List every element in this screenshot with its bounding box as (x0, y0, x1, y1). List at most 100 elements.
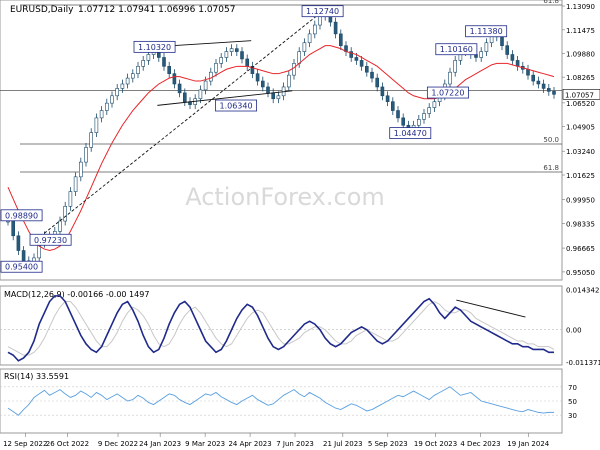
main-annotations: 1.12740 1.10320 1.11380 1.10160 1.06340 1.072… (0, 5, 508, 273)
candle-body (302, 42, 307, 52)
annotation-label-1: 1.10320 (138, 43, 171, 52)
candle-body (260, 80, 265, 88)
price-tick-label: 1.06520 (566, 100, 595, 108)
rsi-axis: 70 50 30 (568, 384, 577, 420)
annotation-box-4 (215, 99, 257, 112)
candle-body (235, 48, 239, 52)
candle-body (99, 110, 104, 119)
candle-body (349, 51, 354, 58)
candle-body (183, 92, 187, 102)
rsi-tick-label: 50 (568, 398, 577, 406)
macd-panel: MACD(12,26,9) -0.00166 -0.00 1497 0.0143… (0, 285, 600, 367)
candle-body (307, 33, 312, 44)
candle-body (422, 113, 426, 120)
x-tick-label: 7 Jun 2023 (276, 440, 314, 448)
candle-body (250, 66, 255, 74)
price-tick-label: 1.11475 (566, 27, 595, 35)
x-tick-label: 19 Jan 2024 (507, 440, 550, 448)
annotation-box-2 (465, 25, 508, 38)
candle-body (453, 60, 458, 73)
macd-divergence-line (456, 299, 526, 318)
candle-body (531, 74, 536, 82)
annotation-box-7 (0, 209, 43, 222)
annotation-label-2: 1.11380 (470, 27, 503, 36)
annotation-label-7: 0.98890 (5, 211, 38, 220)
price-tick-label: 1.01625 (566, 172, 595, 180)
candle-body (63, 206, 68, 222)
annotation-label-3: 1.10160 (440, 45, 473, 54)
candle-body (338, 33, 343, 46)
x-tick-label: 12 Sep 2022 (3, 440, 47, 448)
ohlc-readout: 1.07712 1.07941 1.06996 1.07057 (78, 5, 235, 15)
x-tick-label: 24 Apr 2023 (228, 440, 271, 448)
annotation-label-4: 1.06340 (219, 102, 252, 111)
fib-label-1: 50.0 (543, 136, 559, 144)
main-panel-border (0, 0, 563, 281)
candle-body (380, 86, 385, 97)
main-grid: 61.8 50.0 61.8 (0, 0, 562, 173)
candle-body (271, 92, 276, 100)
candle-body (297, 51, 302, 64)
watermark: ActionForex.com (185, 183, 385, 211)
candle-body (510, 54, 515, 61)
candle-body (177, 83, 182, 94)
candle-body (385, 95, 390, 102)
candle-body (73, 176, 78, 192)
candle-body (203, 80, 208, 91)
candle-body (448, 71, 452, 85)
x-tick-label: 26 Oct 2022 (46, 440, 89, 448)
candle-body (416, 119, 421, 126)
rsi-series (7, 386, 554, 416)
macd-label: MACD(12,26,9) -0.00166 -0.00 1497 (4, 290, 149, 299)
macd-panel-border (0, 285, 563, 366)
price-tick-label: 0.99950 (566, 197, 595, 205)
candle-body (240, 51, 244, 60)
fib-label-2: 61.8 (543, 164, 559, 172)
rsi-line (7, 386, 554, 416)
price-tick-label: 0.95050 (566, 269, 595, 277)
rsi-grid (0, 386, 562, 416)
candle-body (198, 89, 203, 100)
candle-body (84, 147, 88, 163)
x-tick-label: 5 Sep 2023 (368, 440, 408, 448)
candle-body (276, 95, 281, 100)
price-tick-label: 1.13090 (566, 3, 595, 11)
candle-body (266, 86, 270, 94)
candle-body (94, 117, 99, 133)
channel-line-1 (157, 90, 293, 106)
candle-body (364, 66, 369, 73)
price-tick-label: 0.96665 (566, 245, 595, 253)
candle-body (162, 57, 166, 67)
candle-body (292, 63, 296, 76)
candle-body (115, 88, 119, 97)
candle-body (390, 101, 395, 111)
annotation-label-5: 1.07220 (431, 89, 464, 98)
candle-body (224, 51, 229, 58)
candle-body (552, 91, 556, 95)
candle-body (541, 83, 546, 89)
candle-body (255, 73, 260, 82)
candle-body (375, 77, 380, 88)
fib-label-0: 61.8 (543, 0, 559, 5)
annotation-label-8: 0.97230 (34, 236, 67, 245)
macd-series (7, 295, 555, 362)
candle-body (312, 24, 317, 35)
x-tick-label: 24 Jan 2023 (139, 440, 181, 448)
candle-body (229, 48, 234, 52)
candle-body (333, 21, 338, 35)
candle-body (167, 66, 171, 74)
candle-body (401, 117, 406, 126)
candle-body (58, 220, 62, 232)
candle-body (318, 15, 322, 26)
candle-body (125, 77, 130, 85)
macd-tick-label: 0.014342 (566, 286, 599, 294)
price-tick-label: 1.09880 (566, 50, 595, 58)
macd-line (7, 295, 554, 362)
chart-title: EURUSD,Daily (10, 5, 74, 15)
candle-body (484, 42, 489, 52)
macd-signal-line (7, 300, 555, 356)
rsi-tick-label: 30 (568, 412, 577, 420)
annotation-label-6: 1.04470 (394, 129, 427, 138)
last-price-label: 1.07057 (565, 91, 594, 99)
candle-body (396, 110, 400, 119)
